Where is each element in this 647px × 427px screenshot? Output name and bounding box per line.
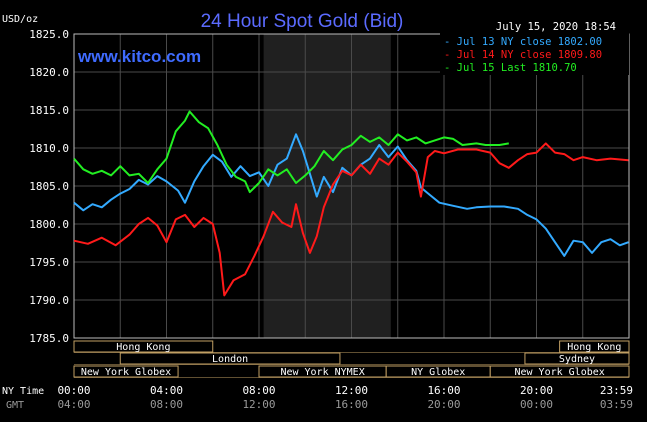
- session-label: NY Globex: [411, 367, 465, 378]
- timestamp: July 15, 2020 18:54: [496, 21, 616, 33]
- gmt-tick-label: 04:00: [57, 398, 90, 411]
- gmt-tick-label: 12:00: [242, 398, 275, 411]
- gmt-tick-label: 16:00: [335, 398, 368, 411]
- y-tick-label: 1785.0: [29, 332, 69, 345]
- ny-tick-label: 12:00: [335, 384, 368, 397]
- gmt-tick-label: 03:59: [600, 398, 633, 411]
- legend: - Jul 13 NY close 1802.00- Jul 14 NY clo…: [440, 33, 629, 75]
- session-label: Hong Kong: [116, 342, 170, 353]
- ny-tick-label: 04:00: [150, 384, 183, 397]
- units-label: USD/oz: [2, 14, 38, 25]
- y-tick-label: 1810.0: [29, 142, 69, 155]
- site-watermark: www.kitco.com: [77, 47, 201, 66]
- legend-entry: - Jul 15 Last 1810.70: [444, 62, 577, 74]
- gmt-label: GMT: [6, 400, 24, 411]
- session-label: New York NYMEX: [280, 367, 364, 378]
- session-label: London: [212, 354, 248, 365]
- y-tick-label: 1820.0: [29, 66, 69, 79]
- session-bar: [524, 352, 630, 365]
- price-series: [73, 110, 629, 297]
- ny-tick-label: 08:00: [242, 384, 275, 397]
- session-label: Sydney: [559, 354, 595, 365]
- ny-tick-label: 00:00: [57, 384, 90, 397]
- gmt-tick-label: 20:00: [427, 398, 460, 411]
- gmt-tick-label: 00:00: [520, 398, 553, 411]
- ny-tick-label: 16:00: [427, 384, 460, 397]
- y-tick-label: 1795.0: [29, 256, 69, 269]
- series-line: [73, 110, 509, 194]
- y-tick-label: 1790.0: [29, 294, 69, 307]
- session-bar: [489, 365, 630, 378]
- y-tick-label: 1800.0: [29, 218, 69, 231]
- chart-title: 24 Hour Spot Gold (Bid): [201, 11, 404, 32]
- y-tick-label: 1815.0: [29, 104, 69, 117]
- legend-box: [440, 33, 629, 75]
- ny-tick-label: 23:59: [600, 384, 633, 397]
- plot-border: [73, 33, 630, 339]
- trading-sessions: Hong Kong Hong Kong London Sydney New York G…: [73, 340, 630, 378]
- ny-tick-label: 20:00: [520, 384, 553, 397]
- series-line: [73, 133, 629, 257]
- series-line: [73, 142, 629, 297]
- session-bar: [73, 365, 179, 378]
- gmt-tick-label: 08:00: [150, 398, 183, 411]
- session-label: New York Globex: [81, 367, 171, 378]
- session-bar: [119, 352, 341, 365]
- y-tick-label: 1825.0: [29, 28, 69, 41]
- session-bar: [559, 340, 630, 353]
- session-label: New York Globex: [514, 367, 604, 378]
- session-bar: [73, 340, 214, 353]
- y-axis-ticks: 1825.0 1820.0 1815.0 1810.0 1805.0 1800.0 1795…: [29, 28, 69, 345]
- legend-entry: - Jul 14 NY close 1809.80: [444, 49, 602, 61]
- session-label: Hong Kong: [567, 342, 621, 353]
- legend-entry: - Jul 13 NY close 1802.00: [444, 36, 602, 48]
- y-tick-label: 1805.0: [29, 180, 69, 193]
- ny-time-label: NY Time: [2, 386, 44, 397]
